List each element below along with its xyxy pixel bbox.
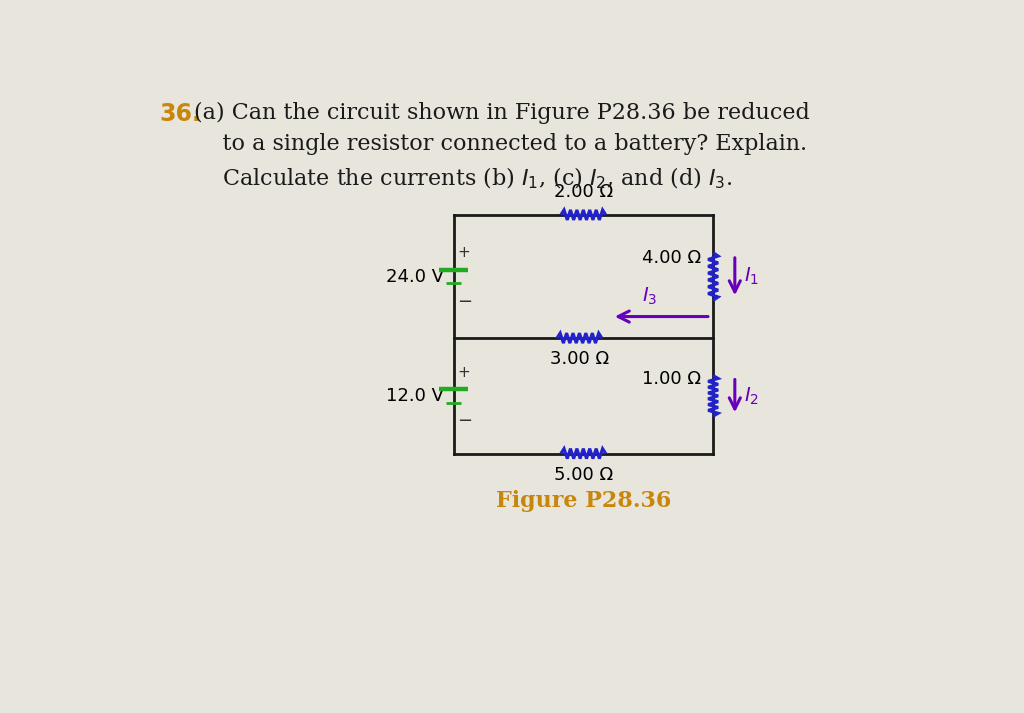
Text: −: − [458,412,472,430]
Text: 4.00 Ω: 4.00 Ω [642,250,700,267]
Text: +: + [458,245,470,260]
Text: 36.: 36. [159,102,201,125]
Text: −: − [458,293,472,311]
Text: 2.00 Ω: 2.00 Ω [554,183,613,201]
Text: 5.00 Ω: 5.00 Ω [554,466,613,484]
Text: $I_1$: $I_1$ [744,266,759,287]
Text: $I_2$: $I_2$ [744,385,759,406]
Text: $I_3$: $I_3$ [642,286,657,307]
Text: +: + [458,365,470,380]
Text: 12.0 V: 12.0 V [386,387,444,405]
Text: (a) Can the circuit shown in Figure P28.36 be reduced
    to a single resistor c: (a) Can the circuit shown in Figure P28.… [194,102,810,191]
Text: 24.0 V: 24.0 V [386,267,444,285]
Text: Figure P28.36: Figure P28.36 [496,490,671,512]
Text: 3.00 Ω: 3.00 Ω [550,351,609,369]
Bar [454,215,713,453]
Text: 1.00 Ω: 1.00 Ω [642,370,700,388]
